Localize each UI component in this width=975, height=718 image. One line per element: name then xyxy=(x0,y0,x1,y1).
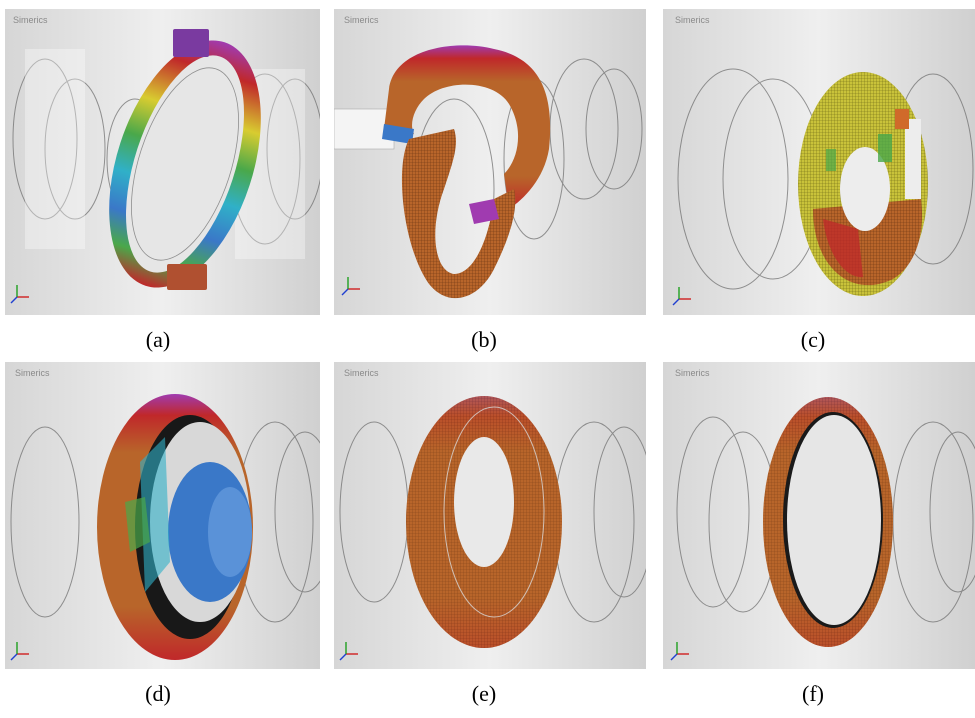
caption-a: (a) xyxy=(118,327,198,353)
brand-label-c: Simerics xyxy=(675,15,710,25)
brand-label-b: Simerics xyxy=(344,15,379,25)
caption-f: (f) xyxy=(773,681,853,707)
simulation-view-d: Simerics xyxy=(5,362,320,669)
simulation-view-e: Simerics xyxy=(334,362,646,669)
caption-e: (e) xyxy=(444,681,524,707)
caption-d: (d) xyxy=(118,681,198,707)
brand-label-f: Simerics xyxy=(675,368,710,378)
caption-c: (c) xyxy=(773,327,853,353)
panel-e: Simerics xyxy=(334,362,646,669)
panel-f: Simerics xyxy=(663,362,975,669)
panel-d: Simerics xyxy=(5,362,320,669)
brand-label-e: Simerics xyxy=(344,368,379,378)
panel-c: Simerics xyxy=(663,9,975,315)
simulation-view-a: Simerics xyxy=(5,9,320,315)
brand-label-d: Simerics xyxy=(15,368,50,378)
caption-b: (b) xyxy=(444,327,524,353)
simulation-view-b: Simerics xyxy=(334,9,646,315)
simulation-view-f: Simerics xyxy=(663,362,975,669)
brand-label-a: Simerics xyxy=(13,15,48,25)
simulation-view-c: Simerics xyxy=(663,9,975,315)
panel-a: Simerics xyxy=(5,9,320,315)
panel-b: Simerics xyxy=(334,9,646,315)
